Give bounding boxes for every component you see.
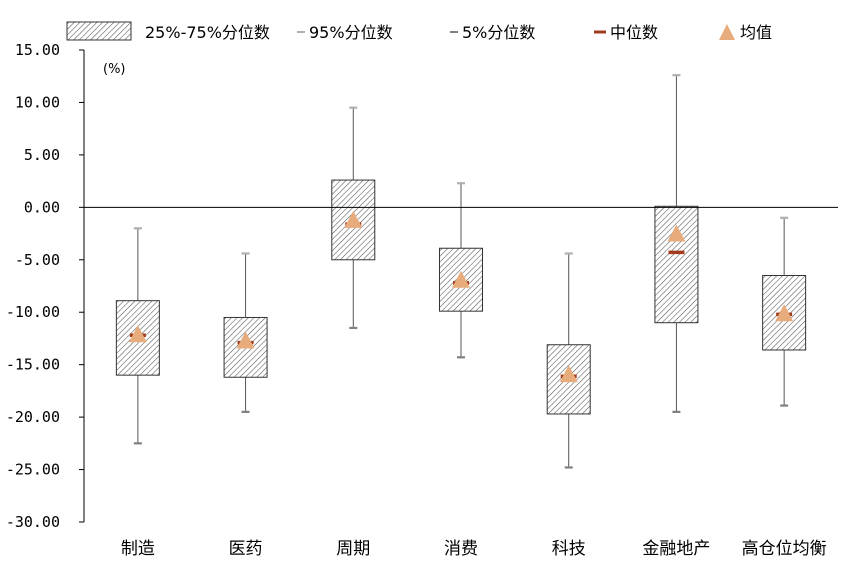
box-group xyxy=(115,227,160,445)
y-axis: 15.00 10.00 5.00 0.00 -5.00 -10.00 -15.00 -20.0… xyxy=(6,41,85,531)
y-tick-label: -25.00 xyxy=(6,461,60,479)
legend-iqr-label: 25%-75%分位数 xyxy=(145,23,270,42)
x-category-label: 消费 xyxy=(444,539,478,559)
legend: 25%-75%分位数 95%分位数 5%分位数 中位数 均值 xyxy=(66,21,772,42)
mean-marker xyxy=(236,331,255,349)
y-tick-label: -5.00 xyxy=(15,251,60,269)
plot-area xyxy=(115,74,807,469)
mean-marker xyxy=(559,365,578,383)
mean-marker xyxy=(667,224,686,242)
mean-marker xyxy=(452,270,470,288)
legend-iqr-swatch xyxy=(66,21,132,41)
iqr-box xyxy=(654,205,699,324)
x-category-label: 金融地产 xyxy=(642,539,710,559)
x-category-label: 高仓位均衡 xyxy=(742,539,827,559)
box-group xyxy=(439,182,483,359)
box-group xyxy=(762,216,807,407)
legend-median-label: 中位数 xyxy=(610,23,658,42)
unit-label: (%) xyxy=(103,62,126,77)
x-axis: 制造 医药 周期 消费 科技 金融地产 高仓位均衡 xyxy=(84,206,838,559)
y-tick-label: 10.00 xyxy=(15,93,60,111)
y-tick-label: -10.00 xyxy=(6,303,60,321)
box-group xyxy=(331,106,376,330)
x-category-label: 医药 xyxy=(229,539,263,559)
legend-p95-label: 95%分位数 xyxy=(309,23,393,42)
y-tick-label: -20.00 xyxy=(6,408,60,426)
y-tick-label: -30.00 xyxy=(6,513,60,531)
iqr-box xyxy=(223,316,268,378)
box-group xyxy=(654,74,699,413)
x-category-label: 科技 xyxy=(552,539,586,559)
y-tick-label: 15.00 xyxy=(15,41,60,59)
y-tick-label: 5.00 xyxy=(24,146,60,164)
y-tick-label: 0.00 xyxy=(24,198,60,216)
legend-p5-label: 5%分位数 xyxy=(462,23,535,42)
x-category-label: 周期 xyxy=(336,539,370,559)
mean-marker xyxy=(775,304,794,322)
y-tick-label: -15.00 xyxy=(6,356,60,374)
mean-marker xyxy=(344,210,363,228)
box-group xyxy=(546,252,591,469)
mean-marker xyxy=(128,325,147,343)
x-category-label: 制造 xyxy=(121,539,155,559)
legend-mean-swatch xyxy=(719,24,735,40)
legend-mean-label: 均值 xyxy=(740,23,772,42)
box-group xyxy=(223,252,268,413)
